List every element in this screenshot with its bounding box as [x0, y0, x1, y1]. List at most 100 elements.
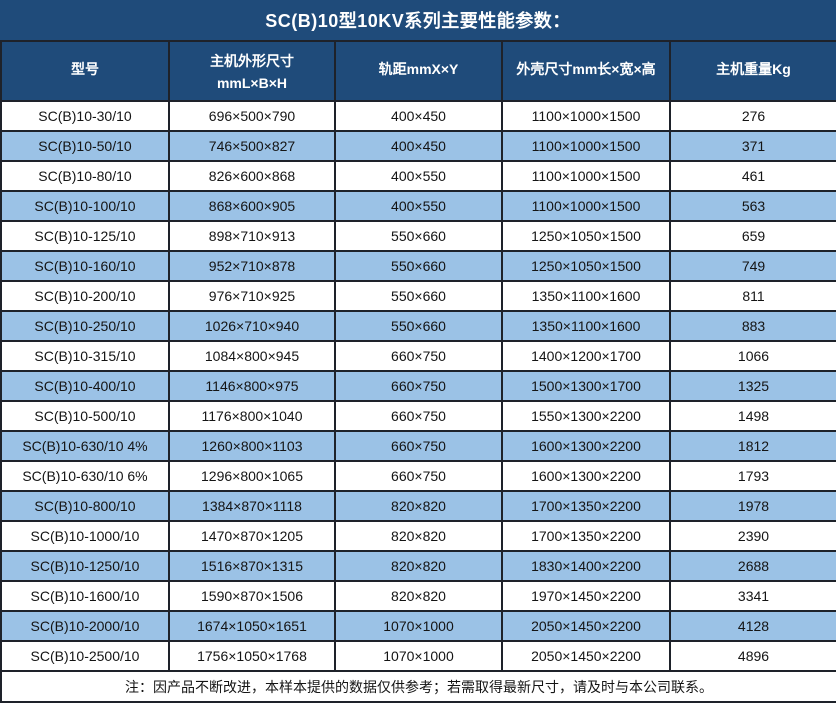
table-row: SC(B)10-200/10976×710×925550×6601350×110…	[1, 281, 836, 311]
main-dimensions-cell: 1590×870×1506	[169, 581, 335, 611]
weight-cell: 1793	[670, 461, 836, 491]
model-cell: SC(B)10-630/10 4%	[1, 431, 169, 461]
rail-gauge-cell: 820×820	[335, 491, 502, 521]
weight-cell: 2688	[670, 551, 836, 581]
table-row: SC(B)10-630/10 4%1260×800×1103660×750160…	[1, 431, 836, 461]
col-header-main-dimensions-sublabel: mmL×B×H	[172, 75, 332, 91]
rail-gauge-cell: 550×660	[335, 251, 502, 281]
shell-dimensions-cell: 1250×1050×1500	[502, 221, 670, 251]
table-row: SC(B)10-500/101176×800×1040660×7501550×1…	[1, 401, 836, 431]
weight-cell: 4896	[670, 641, 836, 671]
model-cell: SC(B)10-1000/10	[1, 521, 169, 551]
shell-dimensions-cell: 1700×1350×2200	[502, 491, 670, 521]
model-cell: SC(B)10-800/10	[1, 491, 169, 521]
model-cell: SC(B)10-630/10 6%	[1, 461, 169, 491]
main-dimensions-cell: 976×710×925	[169, 281, 335, 311]
main-dimensions-cell: 868×600×905	[169, 191, 335, 221]
weight-cell: 2390	[670, 521, 836, 551]
model-cell: SC(B)10-1250/10	[1, 551, 169, 581]
col-header-weight-label: 主机重量Kg	[716, 61, 791, 77]
rail-gauge-cell: 660×750	[335, 461, 502, 491]
weight-cell: 811	[670, 281, 836, 311]
main-dimensions-cell: 898×710×913	[169, 221, 335, 251]
rail-gauge-cell: 660×750	[335, 401, 502, 431]
main-dimensions-cell: 1384×870×1118	[169, 491, 335, 521]
shell-dimensions-cell: 1100×1000×1500	[502, 161, 670, 191]
main-dimensions-cell: 1146×800×975	[169, 371, 335, 401]
weight-cell: 1325	[670, 371, 836, 401]
rail-gauge-cell: 660×750	[335, 431, 502, 461]
shell-dimensions-cell: 2050×1450×2200	[502, 611, 670, 641]
main-dimensions-cell: 1470×870×1205	[169, 521, 335, 551]
weight-cell: 883	[670, 311, 836, 341]
table-row: SC(B)10-50/10746×500×827400×4501100×1000…	[1, 131, 836, 161]
model-cell: SC(B)10-250/10	[1, 311, 169, 341]
rail-gauge-cell: 820×820	[335, 581, 502, 611]
page-title: SC(B)10型10KV系列主要性能参数：	[0, 0, 836, 40]
col-header-weight: 主机重量Kg	[670, 41, 836, 101]
spec-table: 型号 主机外形尺寸 mmL×B×H 轨距mmX×Y 外壳尺寸mm长×宽×高 主机…	[0, 40, 836, 703]
main-dimensions-cell: 826×600×868	[169, 161, 335, 191]
rail-gauge-cell: 400×550	[335, 161, 502, 191]
model-cell: SC(B)10-160/10	[1, 251, 169, 281]
weight-cell: 3341	[670, 581, 836, 611]
col-header-model-label: 型号	[71, 61, 99, 77]
model-cell: SC(B)10-50/10	[1, 131, 169, 161]
rail-gauge-cell: 660×750	[335, 371, 502, 401]
weight-cell: 1066	[670, 341, 836, 371]
weight-cell: 4128	[670, 611, 836, 641]
weight-cell: 1812	[670, 431, 836, 461]
main-dimensions-cell: 1516×870×1315	[169, 551, 335, 581]
main-dimensions-cell: 1084×800×945	[169, 341, 335, 371]
shell-dimensions-cell: 1700×1350×2200	[502, 521, 670, 551]
table-row: SC(B)10-30/10696×500×790400×4501100×1000…	[1, 101, 836, 131]
table-row: SC(B)10-125/10898×710×913550×6601250×105…	[1, 221, 836, 251]
main-dimensions-cell: 1026×710×940	[169, 311, 335, 341]
table-row: SC(B)10-315/101084×800×945660×7501400×12…	[1, 341, 836, 371]
shell-dimensions-cell: 1100×1000×1500	[502, 131, 670, 161]
table-row: SC(B)10-160/10952×710×878550×6601250×105…	[1, 251, 836, 281]
table-row: SC(B)10-2000/101674×1050×16511070×100020…	[1, 611, 836, 641]
weight-cell: 276	[670, 101, 836, 131]
table-row: SC(B)10-1250/101516×870×1315820×8201830×…	[1, 551, 836, 581]
model-cell: SC(B)10-2500/10	[1, 641, 169, 671]
main-dimensions-cell: 1674×1050×1651	[169, 611, 335, 641]
table-row: SC(B)10-630/10 6%1296×800×1065660×750160…	[1, 461, 836, 491]
weight-cell: 1978	[670, 491, 836, 521]
rail-gauge-cell: 1070×1000	[335, 611, 502, 641]
weight-cell: 461	[670, 161, 836, 191]
rail-gauge-cell: 820×820	[335, 521, 502, 551]
weight-cell: 659	[670, 221, 836, 251]
main-dimensions-cell: 952×710×878	[169, 251, 335, 281]
model-cell: SC(B)10-100/10	[1, 191, 169, 221]
main-dimensions-cell: 1756×1050×1768	[169, 641, 335, 671]
model-cell: SC(B)10-315/10	[1, 341, 169, 371]
shell-dimensions-cell: 1830×1400×2200	[502, 551, 670, 581]
table-row: SC(B)10-400/101146×800×975660×7501500×13…	[1, 371, 836, 401]
main-dimensions-cell: 1296×800×1065	[169, 461, 335, 491]
header-row: 型号 主机外形尺寸 mmL×B×H 轨距mmX×Y 外壳尺寸mm长×宽×高 主机…	[1, 41, 836, 101]
shell-dimensions-cell: 1600×1300×2200	[502, 461, 670, 491]
model-cell: SC(B)10-200/10	[1, 281, 169, 311]
weight-cell: 563	[670, 191, 836, 221]
rail-gauge-cell: 550×660	[335, 311, 502, 341]
model-cell: SC(B)10-80/10	[1, 161, 169, 191]
main-dimensions-cell: 1176×800×1040	[169, 401, 335, 431]
weight-cell: 371	[670, 131, 836, 161]
table-footer: 注：因产品不断改进，本样本提供的数据仅供参考；若需取得最新尺寸，请及时与本公司联…	[1, 671, 836, 702]
rail-gauge-cell: 400×550	[335, 191, 502, 221]
model-cell: SC(B)10-1600/10	[1, 581, 169, 611]
shell-dimensions-cell: 1970×1450×2200	[502, 581, 670, 611]
main-dimensions-cell: 746×500×827	[169, 131, 335, 161]
shell-dimensions-cell: 1350×1100×1600	[502, 281, 670, 311]
rail-gauge-cell: 400×450	[335, 131, 502, 161]
table-row: SC(B)10-800/101384×870×1118820×8201700×1…	[1, 491, 836, 521]
model-cell: SC(B)10-2000/10	[1, 611, 169, 641]
model-cell: SC(B)10-400/10	[1, 371, 169, 401]
table-row: SC(B)10-1000/101470×870×1205820×8201700×…	[1, 521, 836, 551]
shell-dimensions-cell: 1600×1300×2200	[502, 431, 670, 461]
table-row: SC(B)10-1600/101590×870×1506820×8201970×…	[1, 581, 836, 611]
shell-dimensions-cell: 1550×1300×2200	[502, 401, 670, 431]
col-header-shell-dimensions-label: 外壳尺寸mm长×宽×高	[516, 61, 655, 77]
shell-dimensions-cell: 1350×1100×1600	[502, 311, 670, 341]
